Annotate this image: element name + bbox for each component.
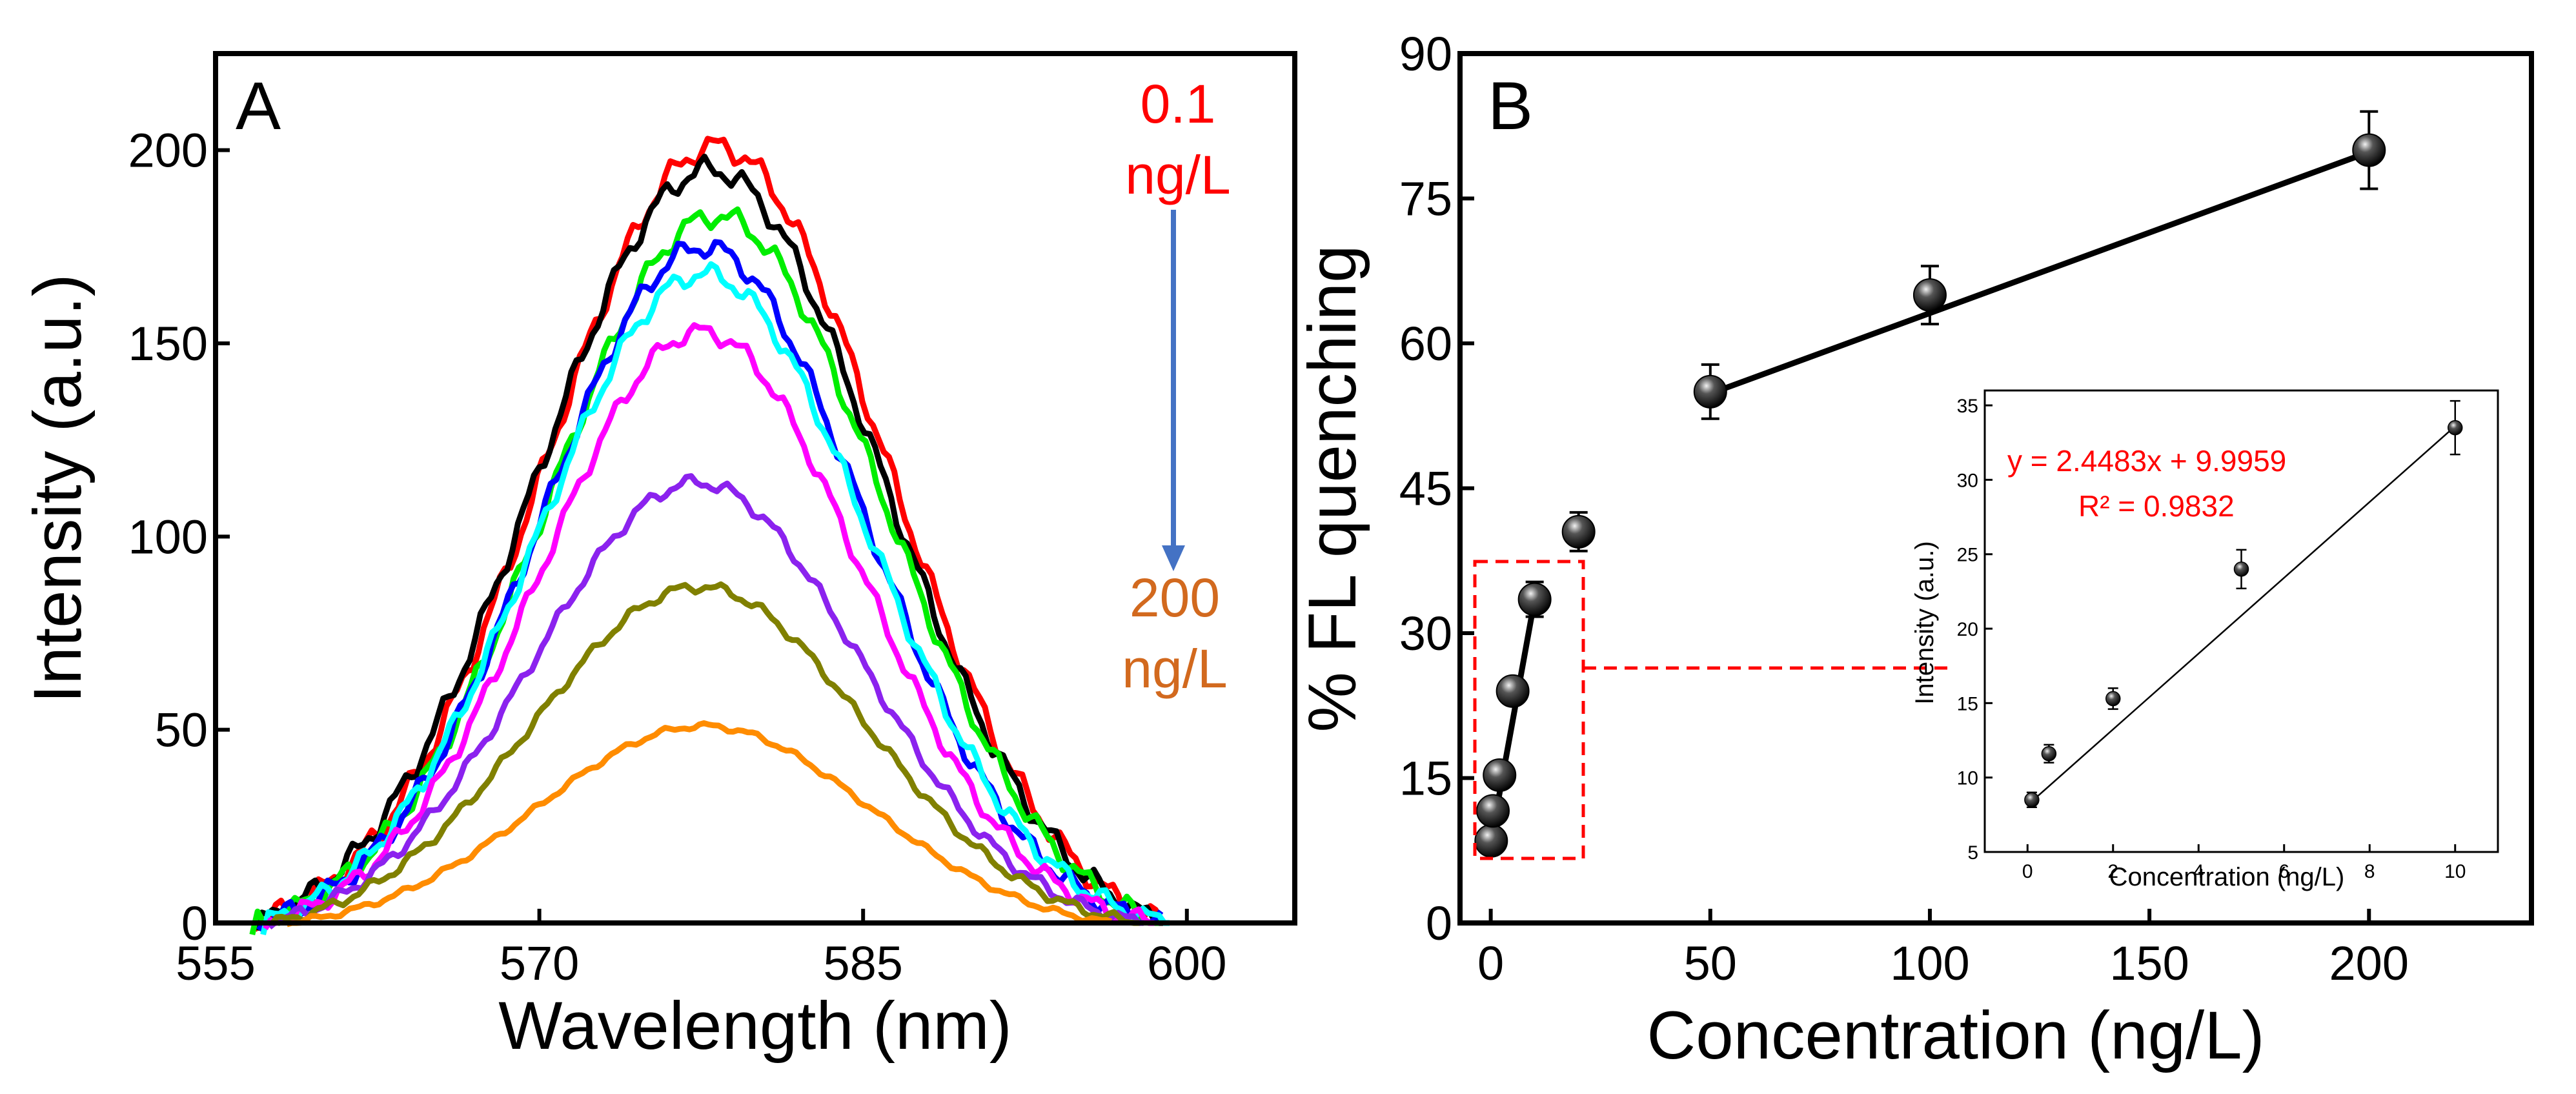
inset-fit-line — [2031, 425, 2456, 802]
inset-frame — [1983, 389, 2499, 853]
inset-x-tick-label: 4 — [2193, 861, 2204, 882]
panel-a-x-tick-label: 555 — [176, 937, 255, 990]
panel-b-data-point — [1483, 758, 1517, 793]
panel-b-x-tick-label: 150 — [2109, 937, 2189, 990]
highlight-box — [1473, 560, 1585, 860]
inset-y-tick-label: 30 — [1957, 470, 1978, 491]
inset-y-tick-label: 5 — [1967, 842, 1978, 864]
panel-b-label: B — [1488, 68, 1533, 144]
inset-data-point — [2233, 562, 2249, 577]
inset-xlabel: Concentration (ng/L) — [2109, 863, 2345, 891]
panel-a-x-tick-label: 600 — [1147, 937, 1226, 990]
panel-b-fit-line-2 — [1709, 149, 2370, 397]
panel-a-x-tick-label: 570 — [500, 937, 579, 990]
panel-b-y-tick-label: 15 — [1399, 752, 1452, 805]
inset-r-squared: R² = 0.9832 — [2078, 489, 2235, 523]
panel-a-x-tick-label: 585 — [823, 937, 902, 990]
panel-a-y-tick-label: 0 — [181, 896, 208, 950]
panel-b-data-point — [1517, 582, 1552, 616]
inset-x-tick-label: 8 — [2364, 861, 2375, 882]
panel-b-data-point — [1693, 374, 1727, 409]
panel-a-y-tick-label: 150 — [128, 317, 208, 370]
inset-data-point — [2448, 420, 2463, 436]
inset-data-point — [2041, 746, 2057, 762]
panel-b-ylabel: % FL quenching — [1295, 245, 1370, 733]
trend-arrow-head — [1162, 545, 1185, 571]
annotation-bottom-value: 200 — [1130, 567, 1220, 628]
inset-data-point — [2105, 691, 2121, 707]
panel-b-xlabel: Concentration (ng/L) — [1647, 998, 2264, 1073]
panel-a: 555 570 585 600 0 50 100 150 200 A Wavelength (n… — [20, 51, 1297, 1064]
panel-b-y-tick-label: 90 — [1399, 27, 1452, 81]
spectrum-line-50-ng-l — [267, 473, 1144, 930]
inset-y-tick-label: 35 — [1957, 396, 1978, 417]
inset-ylabel: Intensity (a.u.) — [1911, 541, 1939, 704]
spectrum-line-200-ng-l — [286, 720, 1112, 927]
panel-b-x-tick-label: 200 — [2329, 937, 2409, 990]
inset-x-tick-label: 10 — [2444, 861, 2466, 882]
panel-b-data-point — [1474, 824, 1508, 858]
annotation-top-unit: ng/L — [1125, 145, 1231, 205]
panel-b-y-tick-label: 60 — [1399, 317, 1452, 370]
inset-data-point — [2024, 792, 2040, 808]
panel-b-x-tick-label: 50 — [1684, 937, 1737, 990]
panel-b-data-point — [1476, 794, 1510, 828]
panel-b-data-point — [1561, 514, 1596, 549]
panel-a-ylabel: Intensity (a.u.) — [20, 274, 96, 703]
panel-a-y-tick-label: 200 — [128, 124, 208, 177]
inset-y-tick-label: 10 — [1957, 768, 1978, 789]
annotation-top-value: 0.1 — [1141, 74, 1216, 134]
panel-b-data-point — [1912, 278, 1947, 312]
panel-b-x-tick-label: 0 — [1477, 937, 1504, 990]
inset-x-tick-label: 2 — [2107, 861, 2118, 882]
panel-a-label: A — [236, 68, 281, 144]
panel-b-y-tick-label: 30 — [1399, 607, 1452, 660]
panel-b-y-tick-label: 45 — [1399, 462, 1452, 516]
inset-equation: y = 2.4483x + 9.9959 — [2007, 444, 2286, 478]
inset-chart: 0 2 4 6 8 10 5 10 15 20 25 30 35 y = 2.4483x + 9.995… — [1911, 389, 2499, 891]
panel-b-x-tick-label: 100 — [1890, 937, 1969, 990]
spectrum-line-20-ng-l — [263, 322, 1155, 931]
panel-b-data-point — [1496, 674, 1530, 708]
panel-a-xlabel: Wavelength (nm) — [498, 988, 1012, 1064]
panel-b-data-point — [2352, 133, 2386, 167]
inset-x-tick-label: 0 — [2022, 861, 2033, 882]
spectrum-line-100-ng-l — [269, 581, 1140, 926]
panel-a-frame — [213, 51, 1297, 926]
panel-b-y-tick-label: 0 — [1426, 896, 1452, 950]
inset-y-tick-label: 20 — [1957, 619, 1978, 640]
panel-a-y-tick-label: 100 — [128, 510, 208, 563]
panel-b-y-tick-label: 75 — [1399, 172, 1452, 226]
annotation-bottom-unit: ng/L — [1122, 638, 1228, 699]
inset-x-tick-label: 6 — [2278, 861, 2289, 882]
inset-y-tick-label: 25 — [1957, 545, 1978, 566]
spectrum-line-10-ng-l — [260, 261, 1170, 936]
inset-y-tick-label: 15 — [1957, 693, 1978, 714]
panel-a-y-tick-label: 50 — [155, 704, 208, 757]
spectrum-line-0-5-ng-l — [254, 154, 1163, 931]
